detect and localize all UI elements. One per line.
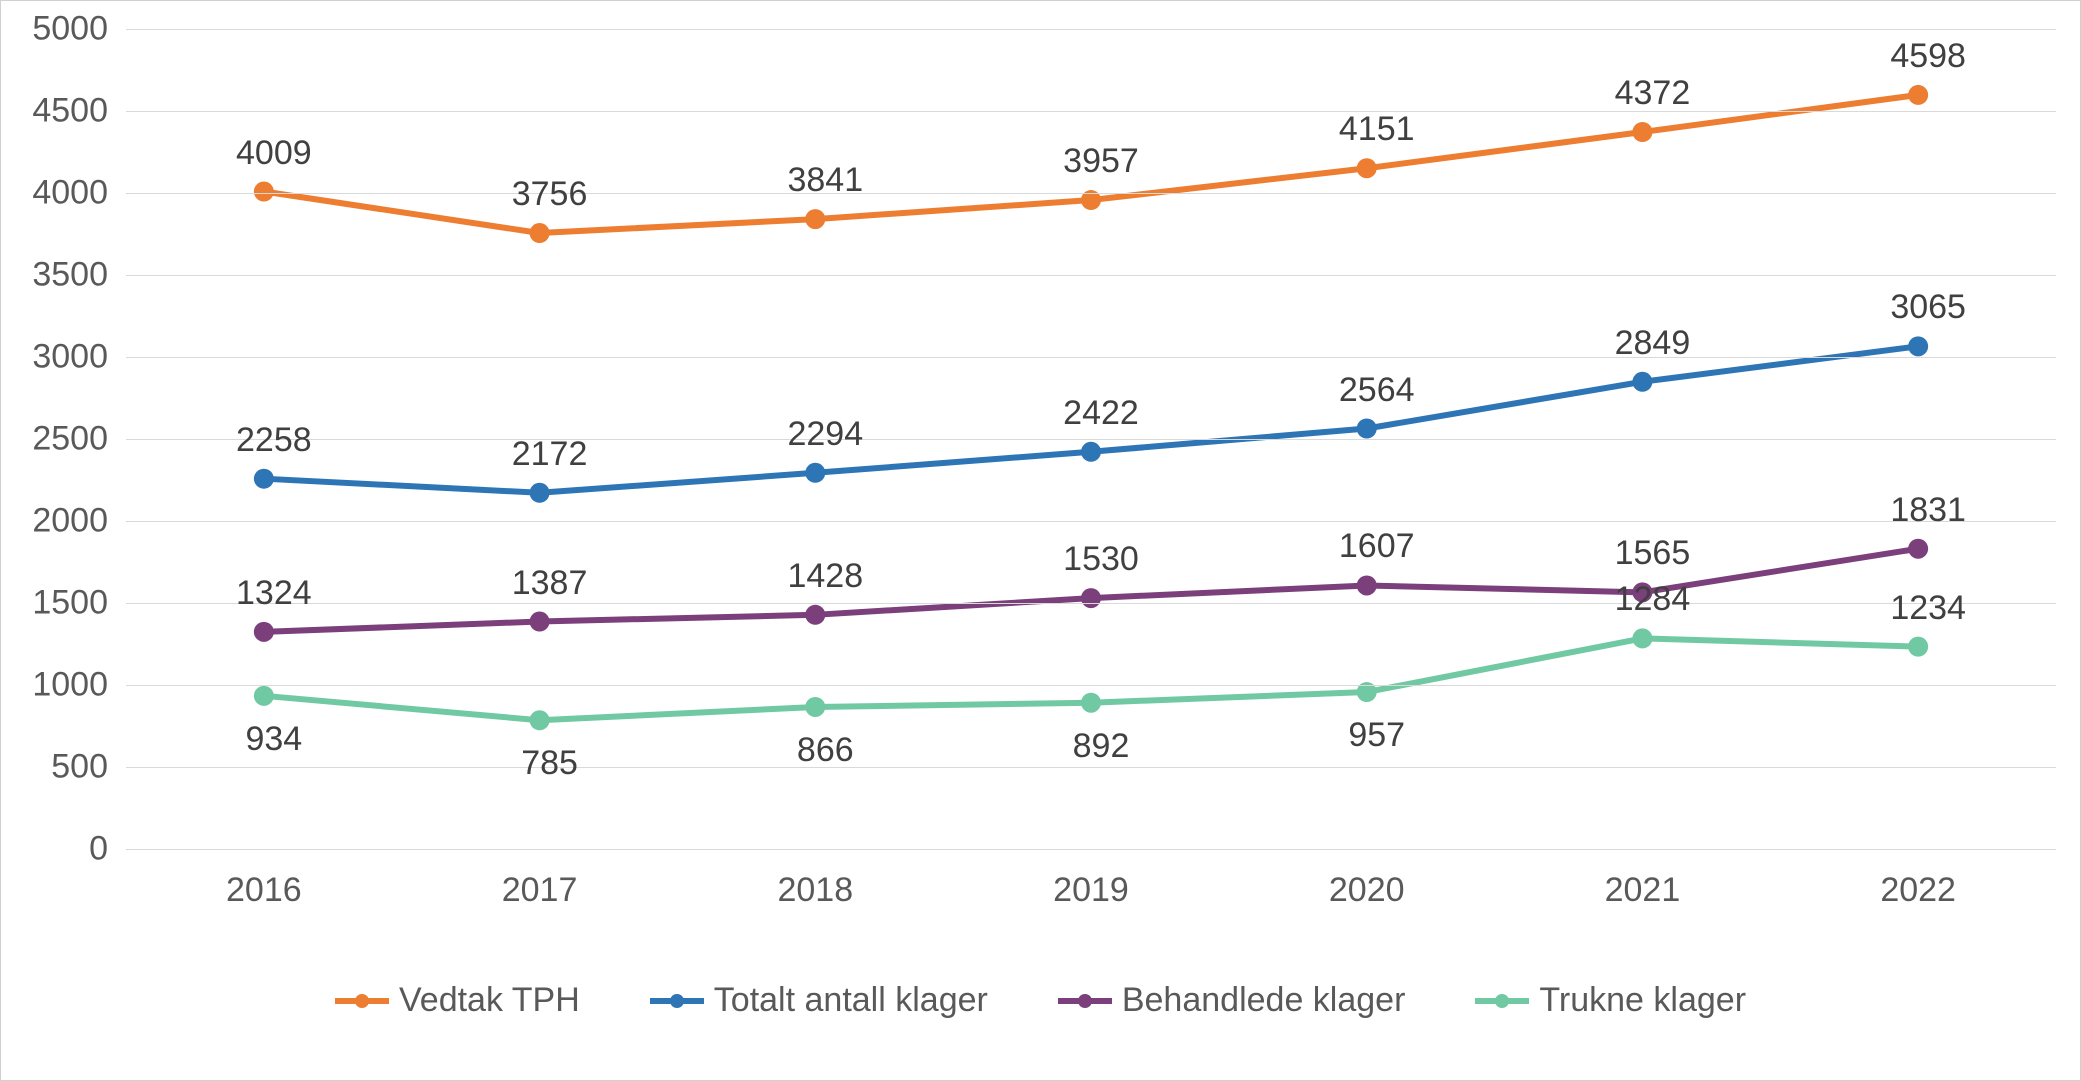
series-marker-vedtak-tph [254,182,274,202]
data-label-behandlede-klager: 1428 [787,557,863,596]
series-marker-behandlede-klager [1908,539,1928,559]
series-marker-totalt-antall-klager [530,483,550,503]
gridline [126,439,2056,440]
data-label-totalt-antall-klager: 2294 [787,415,863,454]
data-label-trukne-klager: 957 [1348,716,1405,755]
data-label-vedtak-tph: 4372 [1615,74,1691,113]
y-axis-label: 500 [51,748,108,787]
x-axis-label: 2022 [1880,871,1956,910]
data-label-totalt-antall-klager: 2564 [1339,371,1415,410]
series-marker-vedtak-tph [805,209,825,229]
y-axis-label: 4000 [32,174,108,213]
gridline [126,685,2056,686]
x-axis-label: 2017 [502,871,578,910]
data-label-vedtak-tph: 4598 [1890,37,1966,76]
legend-item-totalt-antall-klager: Totalt antall klager [650,981,988,1020]
series-marker-vedtak-tph [1632,122,1652,142]
legend-label: Vedtak TPH [399,981,580,1020]
x-axis-label: 2018 [777,871,853,910]
legend-swatch-icon [1475,998,1529,1004]
data-label-totalt-antall-klager: 2849 [1615,324,1691,363]
series-marker-totalt-antall-klager [805,463,825,483]
legend-swatch-icon [1058,998,1112,1004]
gridline [126,767,2056,768]
series-marker-trukne-klager [1081,693,1101,713]
data-label-behandlede-klager: 1387 [512,564,588,603]
series-marker-totalt-antall-klager [254,469,274,489]
y-axis-label: 3000 [32,338,108,377]
legend-swatch-icon [650,998,704,1004]
data-label-behandlede-klager: 1607 [1339,527,1415,566]
y-axis-label: 0 [89,830,108,869]
gridline [126,357,2056,358]
data-label-totalt-antall-klager: 2258 [236,421,312,460]
data-label-totalt-antall-klager: 2422 [1063,394,1139,433]
data-label-vedtak-tph: 3756 [512,175,588,214]
x-axis-label: 2019 [1053,871,1129,910]
series-marker-trukne-klager [1632,628,1652,648]
data-label-behandlede-klager: 1831 [1890,491,1966,530]
data-label-trukne-klager: 1284 [1615,580,1691,619]
legend-label: Totalt antall klager [714,981,988,1020]
data-label-behandlede-klager: 1324 [236,574,312,613]
gridline [126,29,2056,30]
gridline [126,111,2056,112]
x-axis-label: 2021 [1605,871,1681,910]
series-marker-trukne-klager [254,686,274,706]
data-label-behandlede-klager: 1565 [1615,534,1691,573]
y-axis-label: 1000 [32,666,108,705]
data-label-vedtak-tph: 4151 [1339,110,1415,149]
data-label-trukne-klager: 785 [521,744,578,783]
series-marker-totalt-antall-klager [1908,336,1928,356]
series-marker-vedtak-tph [530,223,550,243]
series-marker-trukne-klager [530,710,550,730]
series-marker-vedtak-tph [1357,158,1377,178]
series-marker-trukne-klager [1908,637,1928,657]
series-marker-behandlede-klager [1357,575,1377,595]
legend-label: Behandlede klager [1122,981,1406,1020]
data-label-trukne-klager: 892 [1073,727,1130,766]
data-label-totalt-antall-klager: 3065 [1890,288,1966,327]
data-label-behandlede-klager: 1530 [1063,540,1139,579]
y-axis-label: 2000 [32,502,108,541]
line-chart: 0 500 1000 1500 2000 2500 3000 3500 4000 4500 5000… [0,0,2081,1081]
series-marker-behandlede-klager [530,612,550,632]
series-marker-totalt-antall-klager [1357,419,1377,439]
series-marker-totalt-antall-klager [1081,442,1101,462]
series-marker-behandlede-klager [254,622,274,642]
plot-area: 0500100015002000250030003500400045005000… [126,29,2056,849]
series-marker-behandlede-klager [1081,588,1101,608]
legend-item-vedtak-tph: Vedtak TPH [335,981,580,1020]
data-label-totalt-antall-klager: 2172 [512,435,588,474]
data-label-trukne-klager: 866 [797,731,854,770]
y-axis-label: 5000 [32,10,108,49]
series-marker-vedtak-tph [1908,85,1928,105]
data-label-trukne-klager: 934 [245,720,302,759]
gridline [126,275,2056,276]
y-axis-label: 4500 [32,92,108,131]
series-marker-trukne-klager [805,697,825,717]
legend-item-trukne-klager: Trukne klager [1475,981,1746,1020]
legend-item-behandlede-klager: Behandlede klager [1058,981,1406,1020]
y-axis-label: 1500 [32,584,108,623]
series-marker-behandlede-klager [805,605,825,625]
data-label-vedtak-tph: 3841 [787,161,863,200]
x-axis-label: 2016 [226,871,302,910]
gridline [126,521,2056,522]
gridline [126,603,2056,604]
series-marker-totalt-antall-klager [1632,372,1652,392]
data-label-vedtak-tph: 4009 [236,134,312,173]
gridline [126,193,2056,194]
gridline [126,849,2056,850]
data-label-trukne-klager: 1234 [1890,589,1966,628]
y-axis-label: 2500 [32,420,108,459]
x-axis-label: 2020 [1329,871,1405,910]
legend-swatch-icon [335,998,389,1004]
chart-legend: Vedtak TPH Totalt antall klager Behandlede… [1,981,2080,1020]
y-axis-label: 3500 [32,256,108,295]
legend-label: Trukne klager [1539,981,1746,1020]
data-label-vedtak-tph: 3957 [1063,142,1139,181]
